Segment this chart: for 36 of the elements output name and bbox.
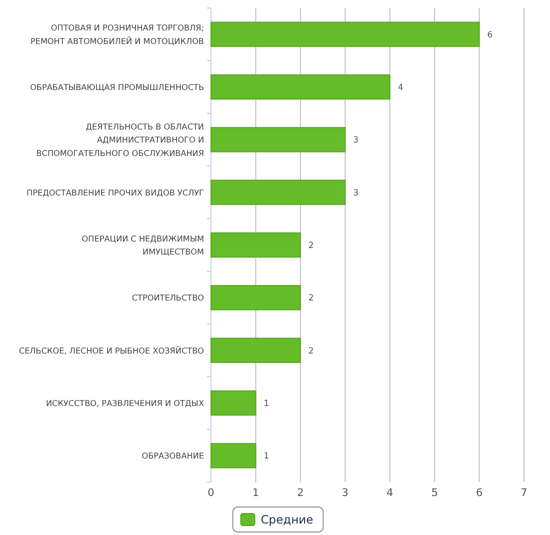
legend-label: Средние	[260, 512, 314, 526]
y-tick-label: ПРЕДОСТАВЛЕНИЕ ПРОЧИХ ВИДОВ УСЛУГ	[26, 187, 204, 198]
x-tick-label: 1	[252, 487, 260, 499]
data-label: 6	[487, 30, 493, 40]
x-tick-label: 4	[386, 487, 394, 499]
data-label: 4	[398, 83, 404, 93]
y-tick-label: ОПТОВАЯ И РОЗНИЧНАЯ ТОРГОВЛЯ; РЕМОНТ АВТОМОБИЛЕЙ И МОТОЦИКЛОВ	[30, 22, 204, 46]
x-tick-label: 7	[520, 487, 528, 499]
bar	[210, 180, 346, 205]
data-label: 1	[264, 452, 270, 462]
bar	[210, 74, 390, 100]
x-tick-label: 0	[208, 487, 214, 499]
x-tick-label: 3	[342, 487, 348, 499]
bar	[210, 285, 301, 310]
bar	[210, 232, 301, 258]
data-label: 1	[264, 399, 270, 409]
y-tick-label: ОПЕРАЦИИ С НЕДВИЖИМЫМ ИМУЩЕСТВОМ	[82, 233, 204, 257]
data-label: 2	[308, 241, 314, 251]
data-label: 3	[353, 188, 359, 198]
data-label: 2	[308, 346, 314, 356]
y-tick-label: СТРОИТЕЛЬСТВО	[132, 292, 204, 303]
data-label: 3	[353, 136, 359, 146]
y-tick-label: ОБРАЗОВАНИЕ	[142, 450, 204, 461]
y-tick-label: ОБРАБАТЫВАЮЩАЯ ПРОМЫШЛЕННОСТЬ	[30, 82, 204, 92]
bar	[210, 443, 256, 468]
y-tick-label: ИСКУССТВО, РАЗВЛЕЧЕНИЯ И ОТДЫХ	[46, 398, 204, 408]
bar	[210, 338, 301, 363]
bar	[210, 22, 480, 47]
bar	[210, 390, 256, 416]
y-tick-label: СЕЛЬСКОЕ, ЛЕСНОЕ И РЫБНОЕ ХОЗЯЙСТВО	[18, 345, 204, 356]
x-tick-label: 6	[476, 487, 483, 499]
y-tick-label: ДЕЯТЕЛЬНОСТЬ В ОБЛАСТИ АДМИНИСТРАТИВНОГО И ВСПОМОГАТЕЛЬНОГО ОБСЛУЖИВАНИЯ	[36, 121, 204, 158]
data-label: 2	[308, 294, 314, 304]
x-tick-label: 2	[297, 487, 304, 499]
x-tick-label: 5	[431, 487, 438, 499]
bar	[210, 127, 346, 152]
